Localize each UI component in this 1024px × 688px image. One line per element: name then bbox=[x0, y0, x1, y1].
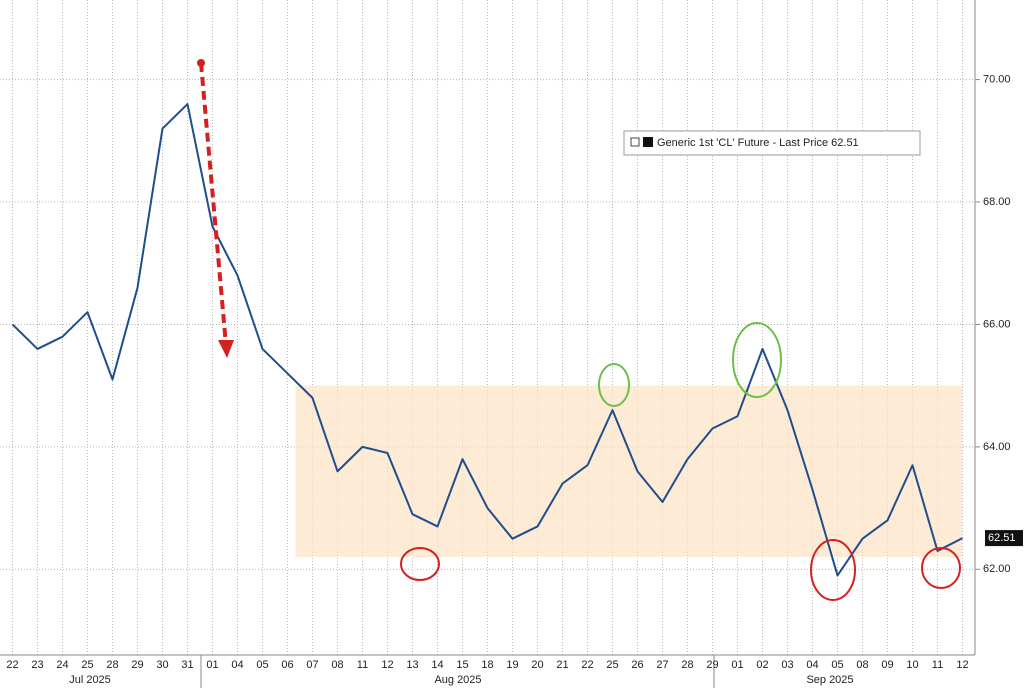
x-tick-label: 22 bbox=[6, 659, 18, 671]
low-circle bbox=[400, 547, 440, 581]
month-label: Sep 2025 bbox=[806, 674, 853, 686]
last-price-tag bbox=[985, 530, 1023, 547]
x-tick-label: 05 bbox=[831, 659, 843, 671]
shaded-range-group bbox=[295, 385, 962, 558]
x-tick-label: 04 bbox=[806, 659, 818, 671]
x-tick-label: 21 bbox=[556, 659, 568, 671]
low-circle bbox=[921, 547, 961, 589]
arrow-shaft bbox=[199, 62, 228, 346]
last-price-label: 62.51 bbox=[988, 532, 1016, 544]
x-tick-label: 30 bbox=[156, 659, 168, 671]
price-line bbox=[11, 103, 963, 577]
line-group bbox=[11, 103, 963, 577]
x-tick-label: 11 bbox=[932, 659, 943, 671]
x-tick-label: 28 bbox=[106, 659, 118, 671]
x-tick-label: 20 bbox=[531, 659, 543, 671]
x-tick-label: 29 bbox=[706, 659, 718, 671]
x-tick-label: 31 bbox=[181, 659, 193, 671]
x-tick-label: 01 bbox=[206, 659, 218, 671]
x-tick-label: 14 bbox=[431, 659, 443, 671]
legend-box bbox=[623, 130, 921, 156]
legend-label: Generic 1st 'CL' Future - Last Price 62.… bbox=[657, 137, 859, 149]
x-tick-label: 09 bbox=[881, 659, 893, 671]
x-tick-label: 27 bbox=[656, 659, 668, 671]
x-tick-label: 13 bbox=[406, 659, 418, 671]
grid bbox=[0, 0, 975, 655]
x-tick-label: 02 bbox=[756, 659, 768, 671]
x-tick-label: 08 bbox=[856, 659, 868, 671]
y-tick-label: 70.00 bbox=[983, 73, 1011, 85]
high-circle bbox=[598, 363, 630, 407]
arrow-head bbox=[218, 340, 234, 358]
month-label: Aug 2025 bbox=[434, 674, 481, 686]
y-tick-label: 66.00 bbox=[983, 318, 1011, 330]
x-tick-label: 18 bbox=[481, 659, 493, 671]
high-circle bbox=[732, 322, 782, 398]
x-tick-label: 28 bbox=[681, 659, 693, 671]
x-tick-label: 04 bbox=[231, 659, 243, 671]
x-tick-label: 10 bbox=[906, 659, 918, 671]
x-tick-label: 29 bbox=[131, 659, 143, 671]
low-circle bbox=[810, 539, 856, 601]
x-tick-label: 03 bbox=[781, 659, 793, 671]
x-tick-label: 15 bbox=[456, 659, 468, 671]
x-tick-label: 12 bbox=[381, 659, 393, 671]
x-tick-label: 23 bbox=[31, 659, 43, 671]
x-tick-label: 24 bbox=[56, 659, 68, 671]
legend-swatch bbox=[643, 137, 653, 147]
x-tick-label: 01 bbox=[731, 659, 743, 671]
x-tick-label: 11 bbox=[357, 659, 368, 671]
legend-toggle bbox=[630, 137, 640, 147]
x-tick-label: 25 bbox=[606, 659, 618, 671]
x-tick-label: 06 bbox=[281, 659, 293, 671]
y-tick-label: 64.00 bbox=[983, 441, 1011, 453]
y-tick-label: 62.00 bbox=[983, 563, 1011, 575]
arrow-start bbox=[197, 59, 205, 67]
month-label: Jul 2025 bbox=[69, 674, 111, 686]
x-tick-label: 26 bbox=[631, 659, 643, 671]
shaded-range bbox=[295, 385, 962, 558]
y-tick-label: 68.00 bbox=[983, 196, 1011, 208]
x-tick-label: 12 bbox=[956, 659, 968, 671]
x-tick-label: 22 bbox=[581, 659, 593, 671]
x-tick-label: 25 bbox=[81, 659, 93, 671]
x-tick-label: 19 bbox=[506, 659, 518, 671]
x-tick-label: 05 bbox=[256, 659, 268, 671]
x-tick-label: 08 bbox=[331, 659, 343, 671]
x-tick-label: 07 bbox=[306, 659, 318, 671]
